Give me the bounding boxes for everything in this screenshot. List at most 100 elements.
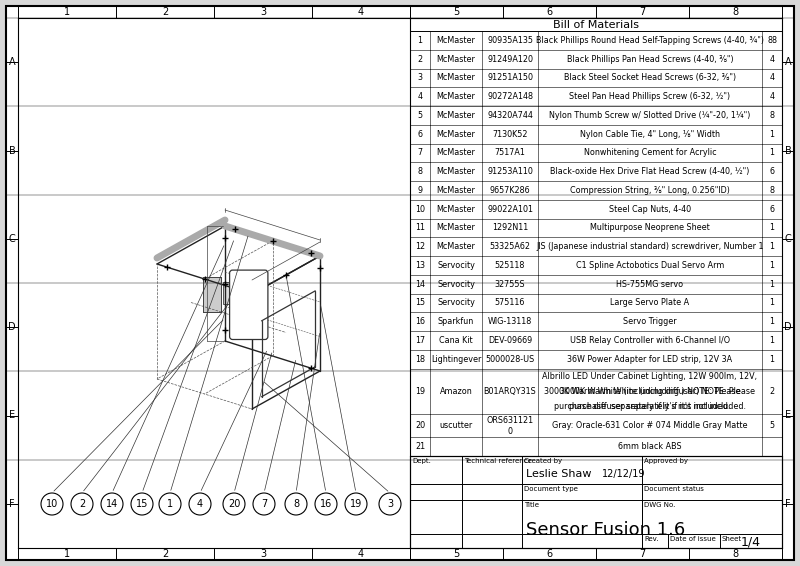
Text: Cana Kit: Cana Kit	[439, 336, 473, 345]
Text: 575116: 575116	[495, 298, 525, 307]
Text: 7517A1: 7517A1	[494, 148, 526, 157]
Circle shape	[315, 493, 337, 515]
Text: 1: 1	[770, 148, 774, 157]
Text: 16: 16	[320, 499, 332, 509]
Text: 5: 5	[770, 421, 774, 430]
Text: 8: 8	[418, 167, 422, 176]
Text: Steel Pan Head Phillips Screw (6-32, ½"): Steel Pan Head Phillips Screw (6-32, ½")	[570, 92, 730, 101]
Circle shape	[41, 493, 63, 515]
Text: F: F	[9, 499, 15, 509]
Text: 10: 10	[46, 499, 58, 509]
Text: 0: 0	[507, 427, 513, 436]
Text: Steel Cap Nuts, 4-40: Steel Cap Nuts, 4-40	[609, 205, 691, 213]
Text: 14: 14	[106, 499, 118, 509]
Text: 91253A110: 91253A110	[487, 167, 533, 176]
Text: 36W Power Adapter for LED strip, 12V 3A: 36W Power Adapter for LED strip, 12V 3A	[567, 355, 733, 363]
Text: Technical reference: Technical reference	[464, 458, 532, 464]
Text: 4: 4	[358, 7, 364, 17]
Text: 4: 4	[770, 74, 774, 83]
Text: 7: 7	[261, 499, 267, 509]
Text: 16: 16	[415, 317, 425, 326]
Text: E: E	[9, 410, 15, 421]
Circle shape	[345, 493, 367, 515]
Text: Black Phillips Pan Head Screws (4-40, ⅜"): Black Phillips Pan Head Screws (4-40, ⅜"…	[566, 55, 734, 63]
Text: 12/12/19: 12/12/19	[602, 469, 646, 479]
Text: A: A	[9, 57, 15, 67]
Text: McMaster: McMaster	[437, 186, 475, 195]
Text: C: C	[9, 234, 15, 244]
Text: 1/4: 1/4	[741, 535, 761, 548]
Text: D: D	[8, 322, 16, 332]
Text: 88: 88	[767, 36, 777, 45]
Text: 19: 19	[415, 387, 425, 396]
Text: Sparkfun: Sparkfun	[438, 317, 474, 326]
Text: 14: 14	[415, 280, 425, 289]
Text: 6: 6	[546, 549, 553, 559]
Text: HS-755MG servo: HS-755MG servo	[617, 280, 683, 289]
Bar	[203, 277, 221, 312]
Text: C: C	[785, 234, 791, 244]
Text: 15: 15	[415, 298, 425, 307]
Text: 1: 1	[770, 355, 774, 363]
Text: McMaster: McMaster	[437, 111, 475, 120]
Text: 8: 8	[770, 186, 774, 195]
Text: Black Phillips Round Head Self-Tapping Screws (4-40, ¾"): Black Phillips Round Head Self-Tapping S…	[536, 36, 764, 45]
Text: F: F	[785, 499, 791, 509]
Text: 4: 4	[418, 92, 422, 101]
Text: Dept.: Dept.	[412, 458, 431, 464]
FancyBboxPatch shape	[230, 270, 268, 340]
Text: DEV-09669: DEV-09669	[488, 336, 532, 345]
Text: 6: 6	[418, 130, 422, 139]
Circle shape	[253, 493, 275, 515]
Bar	[410, 456, 782, 548]
Text: 4: 4	[358, 549, 364, 559]
Circle shape	[71, 493, 93, 515]
Text: 525118: 525118	[495, 261, 525, 270]
Bar	[223, 282, 233, 305]
Text: McMaster: McMaster	[437, 224, 475, 233]
Circle shape	[101, 493, 123, 515]
Text: 15: 15	[136, 499, 148, 509]
Text: Nonwhitening Cement for Acrylic: Nonwhitening Cement for Acrylic	[584, 148, 716, 157]
Text: 5: 5	[454, 7, 460, 17]
Text: McMaster: McMaster	[437, 92, 475, 101]
Text: 5000028-US: 5000028-US	[486, 355, 534, 363]
Text: 90935A135: 90935A135	[487, 36, 533, 45]
Text: Sheet: Sheet	[722, 536, 742, 542]
Text: uscutter: uscutter	[439, 421, 473, 430]
Text: 8: 8	[770, 111, 774, 120]
Text: 5: 5	[454, 549, 460, 559]
Circle shape	[131, 493, 153, 515]
Text: McMaster: McMaster	[437, 148, 475, 157]
Text: 3: 3	[260, 7, 266, 17]
Text: ORS631121: ORS631121	[486, 415, 534, 424]
Text: 1: 1	[770, 261, 774, 270]
Text: 12: 12	[415, 242, 425, 251]
Text: 1292N11: 1292N11	[492, 224, 528, 233]
Circle shape	[159, 493, 181, 515]
Text: 7: 7	[418, 148, 422, 157]
Text: B: B	[785, 145, 791, 156]
Text: 8: 8	[293, 499, 299, 509]
Text: DWG No.: DWG No.	[644, 502, 675, 508]
Text: Servo Trigger: Servo Trigger	[623, 317, 677, 326]
Text: JIS (Japanese industrial standard) screwdriver, Number 1: JIS (Japanese industrial standard) screw…	[536, 242, 764, 251]
Text: B: B	[9, 145, 15, 156]
Text: purchase  separately if it's not included.: purchase separately if it's not included…	[570, 402, 730, 411]
Text: 10: 10	[415, 205, 425, 213]
Text: 5: 5	[418, 111, 422, 120]
Text: B01ARQY31S: B01ARQY31S	[484, 387, 536, 396]
Text: D: D	[784, 322, 792, 332]
Text: 20: 20	[415, 421, 425, 430]
Text: McMaster: McMaster	[437, 55, 475, 63]
Text: 53325A62: 53325A62	[490, 242, 530, 251]
Text: 6: 6	[770, 167, 774, 176]
Text: 7: 7	[639, 549, 646, 559]
Text: 1: 1	[770, 130, 774, 139]
Text: Document status: Document status	[644, 486, 704, 492]
Text: Large Servo Plate A: Large Servo Plate A	[610, 298, 690, 307]
Text: C1 Spline Actobotics Dual Servo Arm: C1 Spline Actobotics Dual Servo Arm	[576, 261, 724, 270]
Text: 8: 8	[733, 7, 738, 17]
Text: Title: Title	[524, 502, 539, 508]
Text: 7130K52: 7130K52	[492, 130, 528, 139]
